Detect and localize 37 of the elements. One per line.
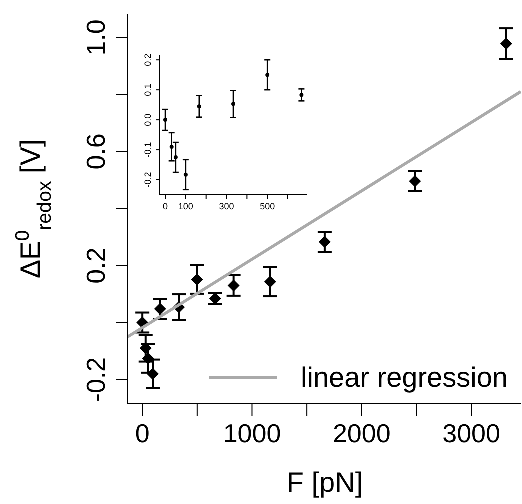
- y-tick-label: 1.0: [80, 20, 111, 56]
- y-tick-label: 0.0: [142, 114, 153, 126]
- point: [154, 303, 166, 316]
- x-tick-label: 100: [178, 202, 194, 212]
- point: [170, 145, 174, 150]
- y-tick-label: -0.1: [142, 142, 153, 158]
- point: [174, 156, 178, 160]
- point: [232, 102, 236, 106]
- point: [191, 274, 204, 286]
- point: [300, 93, 304, 98]
- point: [197, 104, 202, 109]
- y-tick-label: -0.2: [80, 357, 111, 402]
- y-tick-label: 0.1: [142, 84, 153, 96]
- x-tick-label: 300: [219, 202, 234, 212]
- y-tick-label: 0.6: [80, 134, 111, 170]
- point: [164, 118, 168, 122]
- legend-label: linear regression: [301, 362, 508, 394]
- y-tick-label: 0.2: [80, 248, 111, 284]
- point: [409, 175, 422, 188]
- point: [266, 73, 270, 78]
- point: [147, 368, 159, 380]
- x-tick-label: 1000: [223, 418, 282, 449]
- x-tick-label: 0: [163, 202, 168, 212]
- x-tick-label: 0: [135, 418, 150, 449]
- y-tick-label: 0.2: [142, 54, 153, 66]
- point: [500, 38, 512, 50]
- y-tick-label: -0.2: [142, 172, 153, 188]
- point: [318, 236, 331, 248]
- point: [142, 352, 154, 365]
- point: [228, 280, 240, 292]
- x-tick-label: 500: [260, 202, 276, 212]
- point: [264, 276, 276, 288]
- x-tick-label: 2000: [332, 418, 391, 449]
- point: [140, 342, 152, 354]
- point: [184, 172, 188, 177]
- x-axis-title: F [pN]: [286, 467, 364, 498]
- x-tick-label: 3000: [442, 418, 500, 449]
